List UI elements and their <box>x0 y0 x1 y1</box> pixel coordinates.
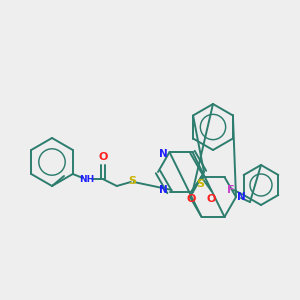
Text: S: S <box>196 179 205 189</box>
Text: N: N <box>237 192 246 202</box>
Text: O: O <box>207 194 216 204</box>
Text: NH: NH <box>79 175 94 184</box>
Text: N: N <box>159 185 167 195</box>
Text: O: O <box>187 194 196 204</box>
Text: S: S <box>128 176 136 186</box>
Text: F: F <box>227 185 234 195</box>
Text: O: O <box>98 152 107 162</box>
Text: N: N <box>159 149 167 159</box>
